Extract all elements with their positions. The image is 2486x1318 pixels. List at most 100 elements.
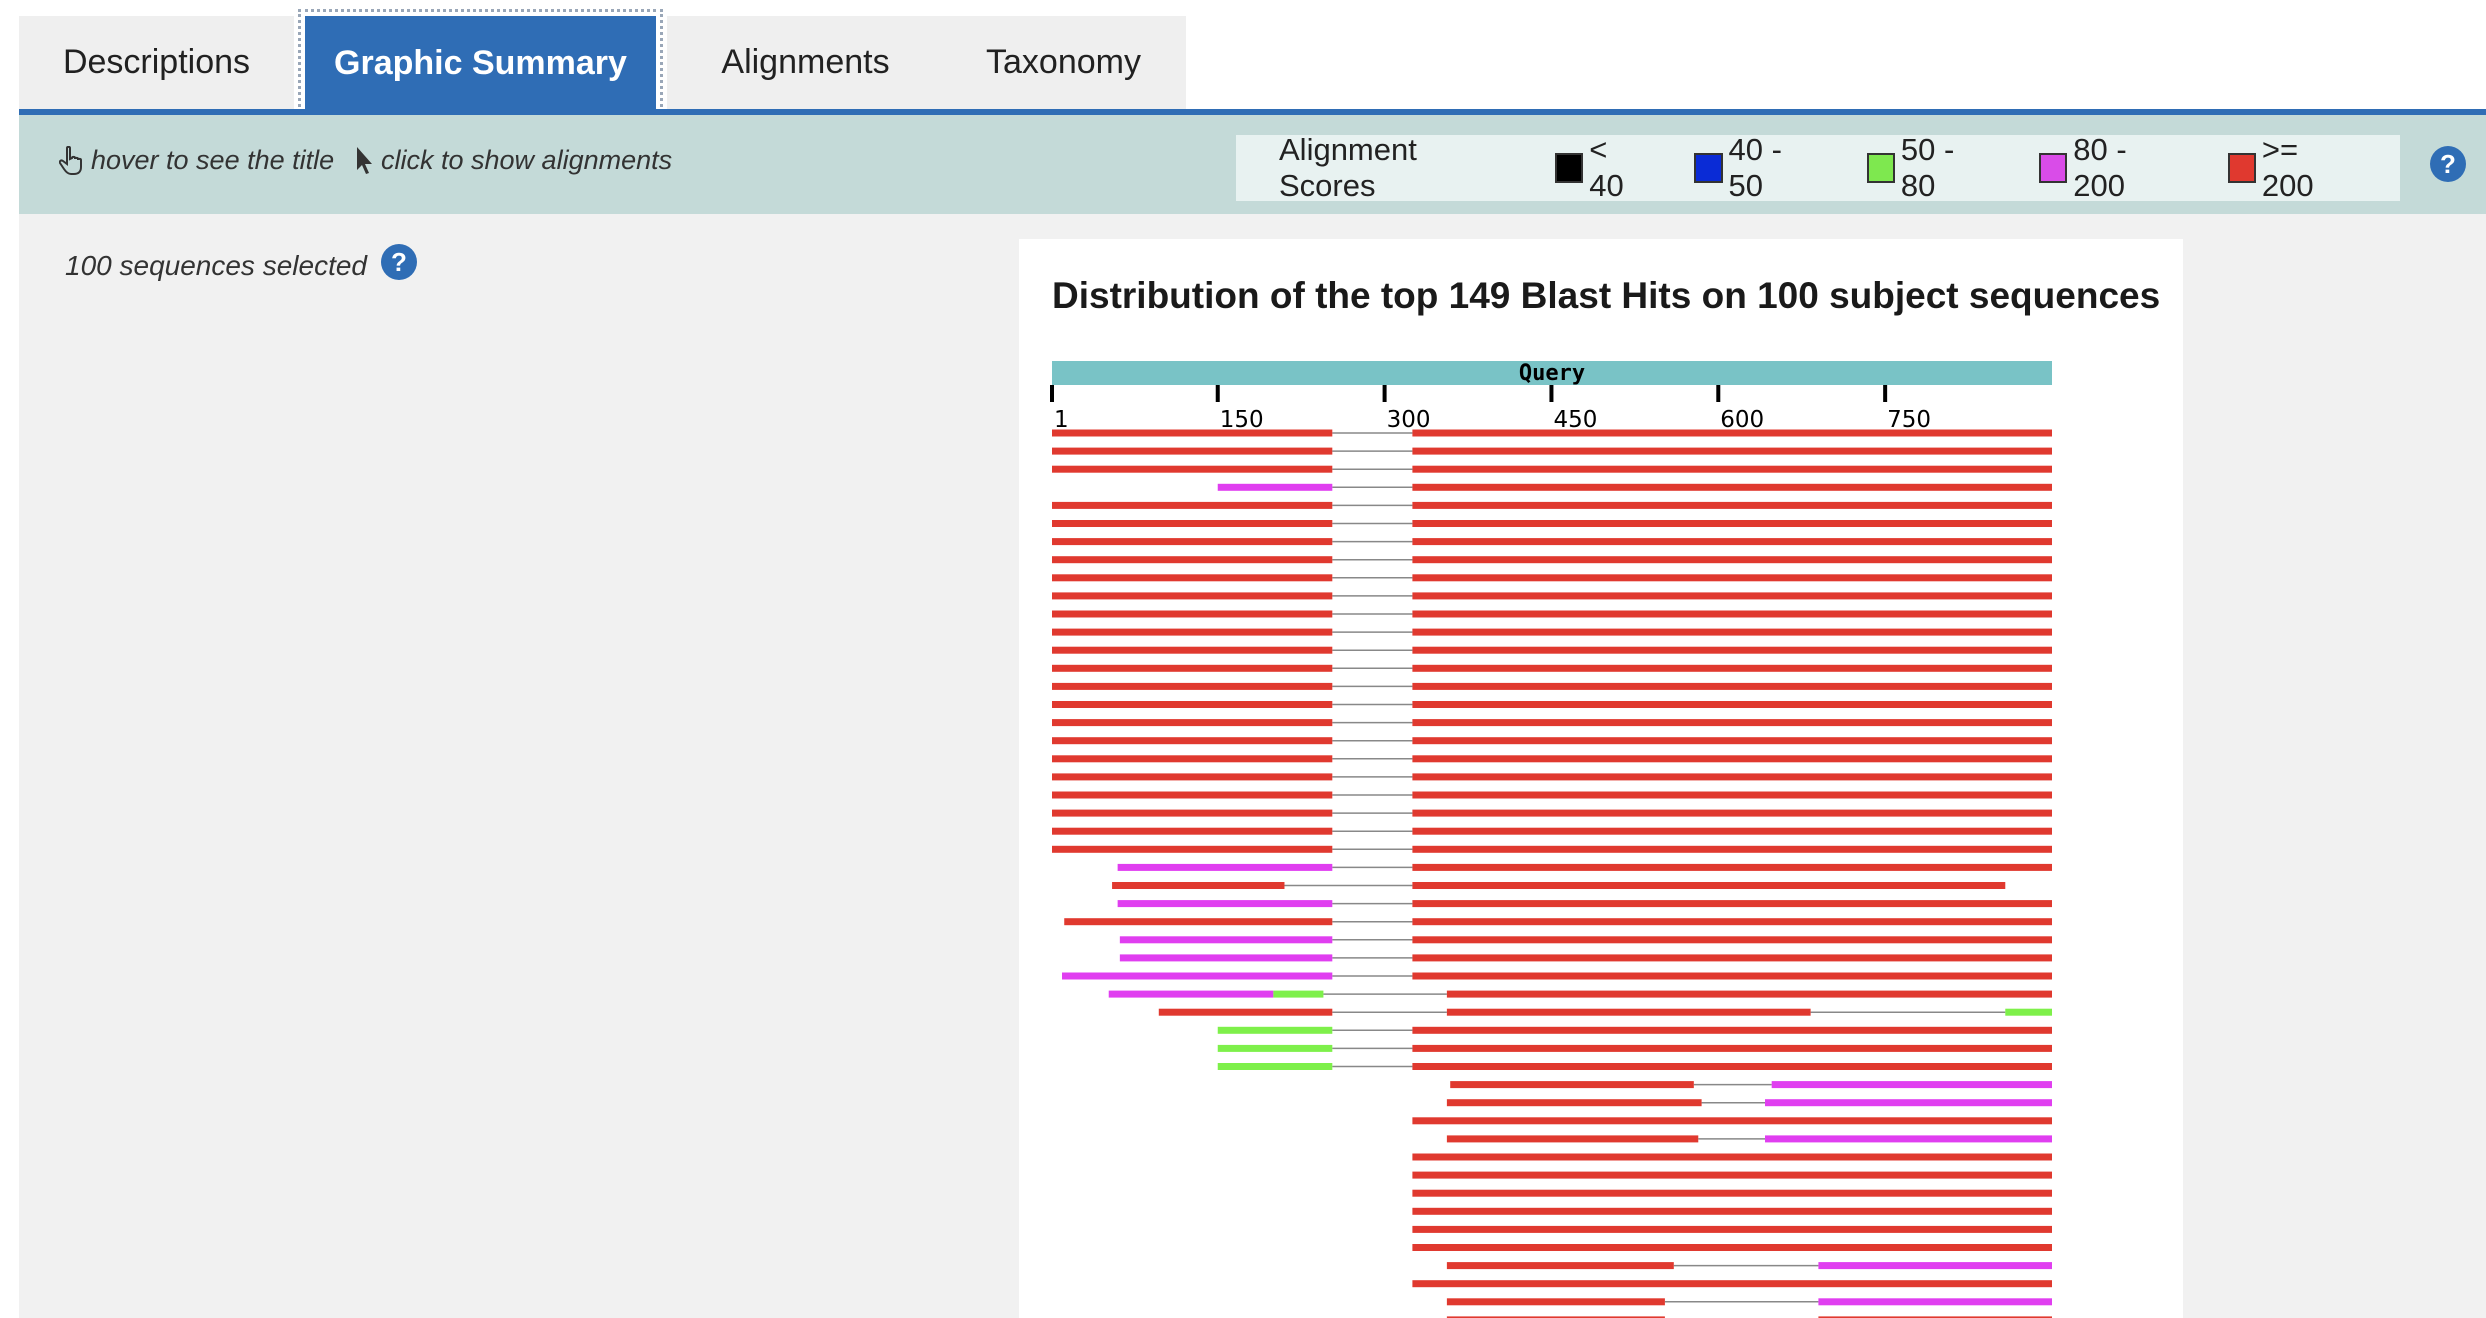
hit-segment[interactable] — [1412, 465, 2052, 473]
hit-segment[interactable] — [1117, 900, 1333, 908]
hit-segment[interactable] — [1412, 809, 2052, 817]
hit-segment[interactable] — [1052, 610, 1333, 618]
hit-segment[interactable] — [1818, 1316, 2052, 1318]
hit-segment[interactable] — [1818, 1262, 2052, 1270]
hit-segment[interactable] — [1108, 990, 1274, 998]
hit-segment[interactable] — [1412, 628, 2052, 636]
hit-segment[interactable] — [1119, 936, 1333, 944]
hit-segment[interactable] — [2005, 1008, 2052, 1016]
hit-segment[interactable] — [1412, 936, 2052, 944]
hit-segment[interactable] — [1217, 1026, 1333, 1034]
hit-segment[interactable] — [1052, 827, 1333, 835]
hit-segment[interactable] — [1052, 520, 1333, 527]
hit-segment[interactable] — [1052, 682, 1333, 690]
hit-segment[interactable] — [1217, 1063, 1333, 1070]
hit-segment[interactable] — [1446, 1262, 1674, 1270]
hit-segment[interactable] — [1412, 1207, 2052, 1215]
hit-segment[interactable] — [1412, 447, 2052, 455]
hit-segment[interactable] — [1412, 863, 2052, 871]
hit-segment[interactable] — [1446, 1298, 1665, 1306]
hit-segment[interactable] — [1412, 538, 2052, 546]
hit-segment[interactable] — [1412, 610, 2052, 618]
hit-segment[interactable] — [1412, 918, 2052, 926]
hit-segment[interactable] — [1052, 773, 1333, 781]
hit-segment[interactable] — [1412, 556, 2052, 564]
hit-segment[interactable] — [1412, 1063, 2052, 1070]
hit-segment[interactable] — [1412, 1171, 2052, 1179]
hit-segment[interactable] — [1158, 1008, 1333, 1016]
hit-segment[interactable] — [1052, 701, 1333, 708]
hit-segment[interactable] — [1052, 538, 1333, 546]
hit-segment[interactable] — [1446, 1008, 1811, 1016]
hit-segment[interactable] — [1052, 809, 1333, 817]
legend-help-icon[interactable]: ? — [2430, 146, 2466, 182]
hit-segment[interactable] — [1446, 1135, 1699, 1143]
hit-segment[interactable] — [1273, 990, 1324, 998]
tab-descriptions[interactable]: Descriptions — [19, 16, 294, 109]
hit-segment[interactable] — [1052, 646, 1333, 654]
hit-segment[interactable] — [1412, 900, 2052, 908]
hit-segment[interactable] — [1052, 719, 1333, 727]
hit-segment[interactable] — [1412, 827, 2052, 835]
hit-segment[interactable] — [1052, 447, 1333, 455]
hit-segment[interactable] — [1412, 646, 2052, 654]
tab-graphic-summary[interactable]: Graphic Summary — [298, 9, 663, 118]
hit-segment[interactable] — [1412, 1117, 2052, 1125]
hit-segment[interactable] — [1064, 918, 1333, 926]
hit-segment[interactable] — [1412, 429, 2052, 437]
hit-segment[interactable] — [1446, 1316, 1665, 1318]
hit-segment[interactable] — [1052, 501, 1333, 509]
hit-segment[interactable] — [1412, 682, 2052, 690]
hit-segment[interactable] — [1052, 574, 1333, 582]
hit-segment[interactable] — [1446, 1099, 1702, 1107]
hit-segment[interactable] — [1765, 1099, 2052, 1107]
tab-alignments[interactable]: Alignments — [667, 16, 944, 109]
hit-segment[interactable] — [1412, 1244, 2052, 1251]
hit-segment[interactable] — [1052, 592, 1333, 600]
hit-segment[interactable] — [1450, 1081, 1694, 1089]
hit-segment[interactable] — [1412, 1225, 2052, 1233]
hit-segment[interactable] — [1412, 1044, 2052, 1052]
hit-segment[interactable] — [1412, 1280, 2052, 1288]
hit-segment[interactable] — [1052, 845, 1333, 853]
hit-segment[interactable] — [1052, 664, 1333, 672]
hit-segment[interactable] — [1412, 664, 2052, 672]
hit-segment[interactable] — [1412, 592, 2052, 600]
hit-segment[interactable] — [1412, 773, 2052, 781]
hit-segment[interactable] — [1412, 1153, 2052, 1161]
hit-segment[interactable] — [1052, 429, 1333, 437]
hit-segment[interactable] — [1446, 990, 2052, 998]
hit-segment[interactable] — [1771, 1081, 2052, 1089]
hit-segment[interactable] — [1412, 737, 2052, 745]
hit-segment[interactable] — [1412, 845, 2052, 853]
selection-help-icon[interactable]: ? — [381, 244, 417, 280]
hit-segment[interactable] — [1818, 1298, 2052, 1306]
hit-segment[interactable] — [1412, 882, 2006, 889]
hit-segment[interactable] — [1119, 954, 1333, 962]
hit-segment[interactable] — [1412, 701, 2052, 708]
hit-segment[interactable] — [1412, 719, 2052, 727]
hit-segment[interactable] — [1412, 755, 2052, 763]
hit-segment[interactable] — [1412, 501, 2052, 509]
tab-taxonomy[interactable]: Taxonomy — [941, 16, 1186, 109]
hit-segment[interactable] — [1765, 1135, 2052, 1143]
hit-segment[interactable] — [1412, 791, 2052, 799]
hit-segment[interactable] — [1412, 954, 2052, 962]
hit-segment[interactable] — [1412, 520, 2052, 527]
hit-segment[interactable] — [1062, 972, 1333, 980]
hit-segment[interactable] — [1052, 628, 1333, 636]
hit-segment[interactable] — [1412, 483, 2052, 491]
hit-segment[interactable] — [1412, 574, 2052, 582]
hit-segment[interactable] — [1412, 1189, 2052, 1197]
hit-segment[interactable] — [1117, 863, 1333, 871]
hit-segment[interactable] — [1112, 882, 1285, 889]
hit-segment[interactable] — [1412, 972, 2052, 980]
hit-segment[interactable] — [1217, 483, 1333, 491]
hit-segment[interactable] — [1052, 556, 1333, 564]
hit-segment[interactable] — [1412, 1026, 2052, 1034]
hit-segment[interactable] — [1052, 465, 1333, 473]
hit-segment[interactable] — [1052, 755, 1333, 763]
hit-segment[interactable] — [1052, 791, 1333, 799]
hit-segment[interactable] — [1217, 1044, 1333, 1052]
hit-segment[interactable] — [1052, 737, 1333, 745]
